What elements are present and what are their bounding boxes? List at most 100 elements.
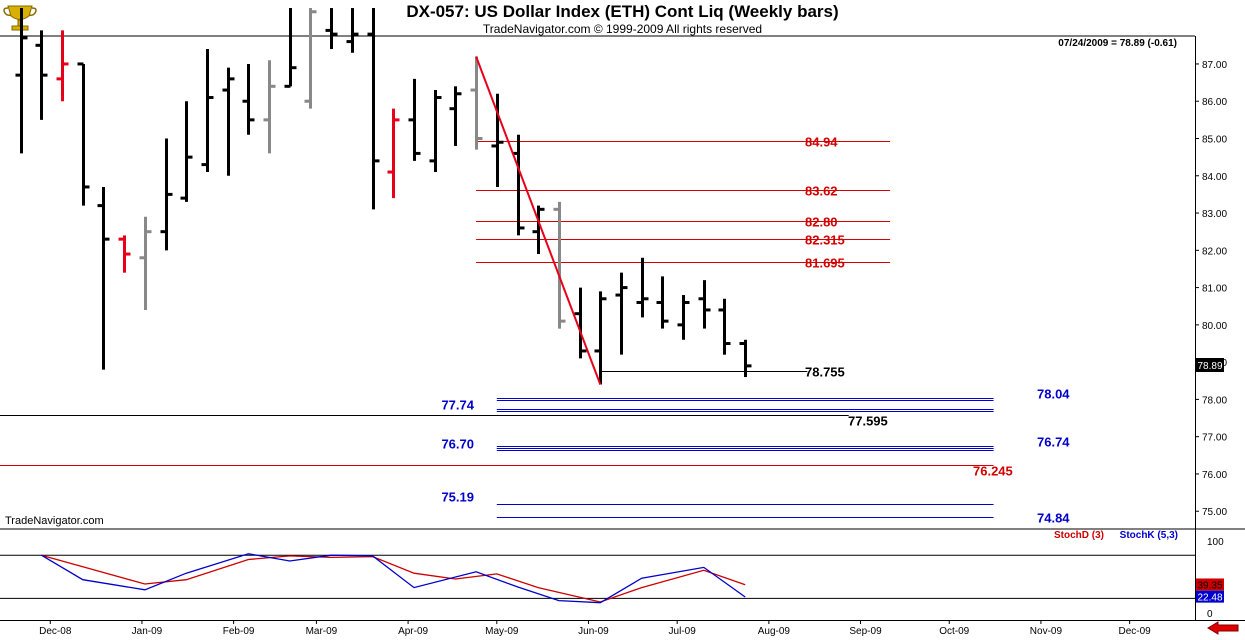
time-tick-label: Sep-09 (849, 626, 882, 637)
price-tick-label: 84.00 (1202, 172, 1227, 183)
stoch-tick-label: 100 (1207, 537, 1224, 548)
fib-label: 81.695 (805, 256, 845, 271)
time-tick-label: Jun-09 (578, 626, 609, 637)
ohlc-bar (97, 186, 110, 370)
ohlc-bar (698, 280, 711, 329)
ohlc-bar (512, 134, 525, 236)
stochD-line (41, 554, 746, 603)
scroll-left-arrow-icon[interactable] (1207, 621, 1239, 635)
ohlc-bars (15, 8, 752, 385)
fib-label: 77.595 (848, 414, 888, 429)
fib-label: 78.755 (805, 365, 845, 380)
ohlc-bar (56, 30, 69, 102)
time-tick-label: Oct-09 (939, 626, 969, 637)
fib-label: 82.80 (805, 215, 838, 230)
copyright-notice: TradeNavigator.com © 1999-2009 All right… (482, 22, 763, 36)
ohlc-bar (118, 235, 131, 273)
ohlc-bar (77, 62, 90, 206)
fib-label: 76.70 (441, 437, 474, 452)
price-tick-label: 83.00 (1202, 209, 1227, 220)
time-tick-label: Apr-09 (398, 626, 428, 637)
fib-label: 74.84 (1037, 511, 1070, 526)
ohlc-bar (304, 8, 317, 109)
ohlc-bar (429, 90, 442, 173)
stochD-legend: StochD (3) (1054, 530, 1104, 541)
ohlc-bar (677, 295, 690, 340)
ohlc-bar (408, 78, 421, 161)
fib-label: 84.94 (805, 135, 838, 150)
price-tag-box (1196, 358, 1224, 372)
price-tick-label: 80.00 (1202, 321, 1227, 332)
fib-label: 78.04 (1037, 387, 1070, 402)
price-tick-label: 75.00 (1202, 507, 1227, 518)
chart-title: DX-057: US Dollar Index (ETH) Cont Liq (… (406, 2, 839, 21)
ohlc-bar (222, 67, 235, 176)
stochastic-panel: 0 100 39.35 22.48 (0, 537, 1224, 620)
ohlc-bar (656, 276, 669, 329)
price-tick-label: 76.00 (1202, 470, 1227, 481)
stochK-line (41, 553, 746, 604)
stochK-value-box (1196, 590, 1224, 603)
ohlc-bar (574, 287, 587, 359)
ohlc-bar (449, 86, 462, 146)
time-tick-label: Feb-09 (223, 626, 255, 637)
ohlc-bar (367, 8, 380, 210)
trendline (475, 56, 602, 385)
price-tag: 78.89 (1197, 361, 1222, 372)
price-axis: 75.0076.0077.0078.0079.0080.0081.0082.00… (1195, 60, 1227, 518)
price-tick-label: 87.00 (1202, 60, 1227, 71)
ohlc-bar (242, 63, 255, 135)
time-tick-label: Dec-08 (39, 626, 72, 637)
ohlc-bar (160, 138, 173, 251)
ohlc-bar (387, 108, 400, 199)
time-tick-label: Dec-09 (1119, 626, 1152, 637)
time-tick-label: Jan-09 (132, 626, 163, 637)
ohlc-bar (201, 49, 214, 173)
ohlc-bar (470, 56, 483, 150)
ohlc-bar (636, 257, 649, 318)
price-tick-label: 85.00 (1202, 135, 1227, 146)
ohlc-bar (139, 216, 152, 310)
fib-label: 77.74 (441, 398, 474, 413)
fib-levels: 84.94 83.62 82.80 82.315 81.695 78.755 78.04 77… (0, 135, 1070, 526)
stochD-value: 39.35 (1197, 580, 1222, 591)
stochK-legend: StochK (5,3) (1120, 530, 1178, 541)
price-tick-label: 77.00 (1202, 433, 1227, 444)
last-quote: 07/24/2009 = 78.89 (-0.61) (1058, 38, 1177, 49)
ohlc-bar (35, 30, 48, 120)
chart-frame (0, 35, 1245, 621)
time-axis: Dec-08 Jan-09 Feb-09 Mar-09 Apr-09 May-09 Jun-… (39, 620, 1151, 637)
time-tick-label: Nov-09 (1030, 626, 1063, 637)
stochD-value-box (1196, 578, 1224, 591)
price-tick-label: 82.00 (1202, 246, 1227, 257)
ohlc-bar (15, 8, 28, 154)
ohlc-bar (325, 8, 338, 50)
ohlc-bar (615, 272, 628, 355)
ohlc-bar (594, 291, 607, 385)
time-tick-label: Aug-09 (758, 626, 791, 637)
ohlc-bar (718, 298, 731, 355)
fib-label: 82.315 (805, 233, 845, 248)
price-tick-label: 78.00 (1202, 395, 1227, 406)
ohlc-bar (553, 201, 566, 329)
fib-label: 76.245 (973, 464, 1013, 479)
fib-label: 83.62 (805, 184, 838, 199)
price-tick-label: 86.00 (1202, 97, 1227, 108)
fib-label: 76.74 (1037, 435, 1070, 450)
ohlc-bar (491, 93, 504, 187)
stochK-value: 22.48 (1197, 593, 1222, 604)
watermark: TradeNavigator.com (5, 515, 104, 527)
trendline-layer (475, 56, 602, 385)
time-tick-label: Mar-09 (306, 626, 338, 637)
ohlc-bar (263, 60, 276, 154)
ohlc-bar (346, 8, 359, 53)
stoch-tick-label: 0 (1207, 609, 1213, 620)
fib-label: 75.19 (441, 490, 474, 505)
price-tick-label: 81.00 (1202, 284, 1227, 295)
time-tick-label: May-09 (485, 626, 519, 637)
ohlc-bar (284, 8, 297, 88)
time-tick-label: Jul-09 (669, 626, 697, 637)
ohlc-bar (739, 339, 752, 378)
